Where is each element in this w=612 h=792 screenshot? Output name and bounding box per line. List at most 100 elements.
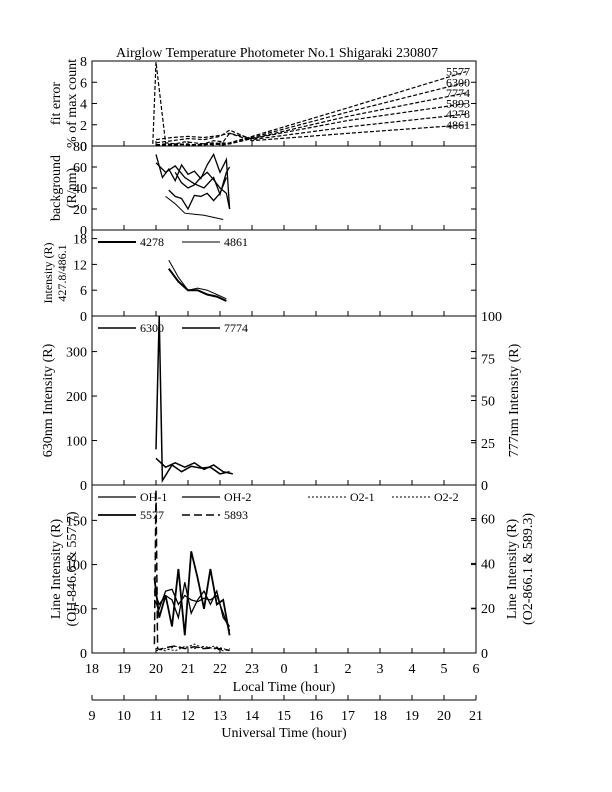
y-tick-label: 60: [73, 161, 87, 176]
series-line-fit-error-5893: [152, 62, 467, 145]
y-tick-label: 0: [80, 224, 87, 239]
series-line-red-lines-7774: [155, 316, 230, 484]
series-label: 4861: [446, 118, 470, 132]
ut-axis-label: Universal Time (hour): [221, 726, 347, 741]
series-line-background-a: [155, 152, 231, 210]
series-line-fit-error-6300: [156, 81, 467, 146]
y-axis-label: background: [49, 155, 64, 221]
panel-fit-error: 0 2 4 6 8 fit error% of max count 557763007774…: [49, 55, 477, 155]
y-axis-label-2: 427.8/486.1: [55, 244, 69, 301]
ut-tick-label: 18: [373, 709, 387, 724]
series-line-background-c: [174, 171, 231, 210]
y-axis-label-2: % of max count: [65, 59, 80, 148]
ut-tick-label: 14: [245, 709, 259, 724]
x-tick-label: 1: [313, 662, 320, 677]
legend-label: 4278: [140, 235, 164, 249]
y-tick-label: 18: [73, 233, 87, 248]
x-tick-label: 22: [213, 662, 227, 677]
y2-tick-label: 20: [481, 602, 495, 617]
y-tick-label: 80: [73, 140, 87, 155]
legend-label: OH-1: [140, 490, 167, 504]
y2-axis-label: 777nm Intensity (R): [507, 343, 522, 457]
y2-tick-label: 0: [481, 479, 488, 494]
series-label: 5577: [446, 65, 470, 79]
y2-tick-label: 25: [481, 437, 495, 452]
series-line-fit-error-5577: [155, 71, 467, 146]
legend-label: O2-1: [350, 490, 375, 504]
panel-frame: [91, 60, 477, 147]
x-tick-label: 23: [245, 662, 259, 677]
y-tick-label: 12: [73, 258, 87, 273]
y2-axis-label-2: (O2-866.1 & 589.3): [521, 513, 536, 625]
y2-tick-label: 60: [481, 513, 495, 528]
series-label: 7774: [446, 86, 470, 100]
x-tick-label: 2: [345, 662, 352, 677]
y2-tick-label: 0: [481, 647, 488, 662]
y-tick-label: 100: [66, 435, 87, 450]
y-tick-label: 40: [73, 182, 87, 197]
legend-label: OH-2: [224, 490, 251, 504]
y-tick-label: 2: [80, 119, 87, 134]
y-tick-label: 100: [66, 559, 87, 574]
panel-blue-lines: 0 6 12 18 Intensity (R) 427.8/486.1 4278 4861: [41, 229, 477, 325]
y2-tick-label: 40: [481, 557, 495, 572]
y-tick-label: 6: [80, 284, 87, 299]
x-tick-label: 0: [281, 662, 288, 677]
y2-tick-label: 100: [481, 310, 502, 325]
y-tick-label: 0: [80, 140, 87, 155]
series-line-fit-error-4278: [155, 113, 467, 144]
y-tick-label: 4: [80, 98, 87, 113]
ut-tick-label: 12: [181, 709, 195, 724]
series-line-background-b: [155, 162, 231, 197]
legend-label: 5577: [140, 508, 164, 522]
series-line-red-lines-6300: [155, 457, 233, 475]
legend-label: 5893: [224, 508, 248, 522]
ut-tick-label: 21: [469, 709, 483, 724]
y-axis-label: 630nm Intensity (R): [41, 343, 56, 457]
series-line-background-e: [165, 196, 224, 220]
panel-background: 0 20 40 60 80 background (R/nm): [49, 140, 477, 239]
ut-tick-label: 20: [437, 709, 451, 724]
y-tick-label: 6: [80, 76, 87, 91]
panel-frame: [91, 315, 477, 486]
legend-label: 6300: [140, 321, 164, 335]
y-tick-label: 8: [80, 55, 87, 70]
y-tick-label: 20: [73, 203, 87, 218]
x-axis-label: Local Time (hour): [233, 680, 336, 695]
ut-tick-label: 13: [213, 709, 227, 724]
x-tick-label: 4: [409, 662, 416, 677]
y-axis-label: Intensity (R): [41, 243, 55, 304]
y-axis-label: Line Intensity (R): [49, 519, 64, 620]
ut-tick-label: 15: [277, 709, 291, 724]
legend-label: 4861: [224, 235, 248, 249]
ut-tick-label: 19: [405, 709, 419, 724]
ut-tick-label: 16: [309, 709, 323, 724]
x-tick-label: 21: [181, 662, 195, 677]
panel-red-lines: 0 100 200 300 0 25 50 75 100 630nm Intensity (R) 7…: [41, 310, 522, 494]
series-line-background-d: [168, 177, 228, 211]
x-tick-label: 18: [85, 662, 99, 677]
x-tick-label: 19: [117, 662, 131, 677]
series-line-oh-o2-lines-o2-2: [155, 645, 230, 652]
x-tick-label: 5: [441, 662, 448, 677]
y2-axis-label: Line Intensity (R): [505, 519, 520, 620]
panel-frame: [91, 145, 477, 231]
y-axis-label: fit error: [49, 82, 64, 125]
series-label: 5893: [446, 97, 470, 111]
series-label: 6300: [446, 75, 470, 89]
series-line-blue-lines-4278: [167, 268, 227, 302]
legend-label: O2-2: [434, 490, 459, 504]
chart-title: Airglow Temperature Photometer No.1 Shig…: [116, 46, 438, 61]
y2-tick-label: 50: [481, 395, 495, 410]
series-line-oh-o2-lines-oh-2: [153, 588, 231, 632]
series-line-fit-error-4861: [155, 124, 467, 142]
x-tick-label: 20: [149, 662, 163, 677]
series-line-oh-o2-lines-5893: [153, 489, 230, 652]
y-axis-label-2: (R/nm): [65, 167, 80, 208]
y-tick-label: 0: [80, 479, 87, 494]
x-tick-label: 3: [377, 662, 384, 677]
